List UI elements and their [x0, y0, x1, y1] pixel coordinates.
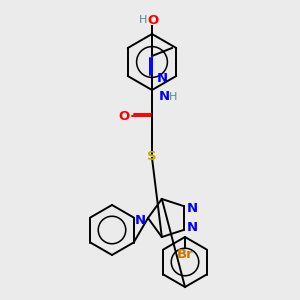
Text: N: N: [158, 91, 169, 103]
Text: O: O: [118, 110, 130, 122]
Text: Br: Br: [177, 248, 194, 262]
Text: N: N: [187, 202, 198, 215]
Text: O: O: [147, 14, 159, 26]
Text: S: S: [147, 149, 157, 163]
Text: N: N: [187, 221, 198, 234]
Text: N: N: [134, 214, 146, 226]
Text: H: H: [139, 15, 147, 25]
Text: N: N: [156, 71, 168, 85]
Text: H: H: [169, 92, 177, 102]
